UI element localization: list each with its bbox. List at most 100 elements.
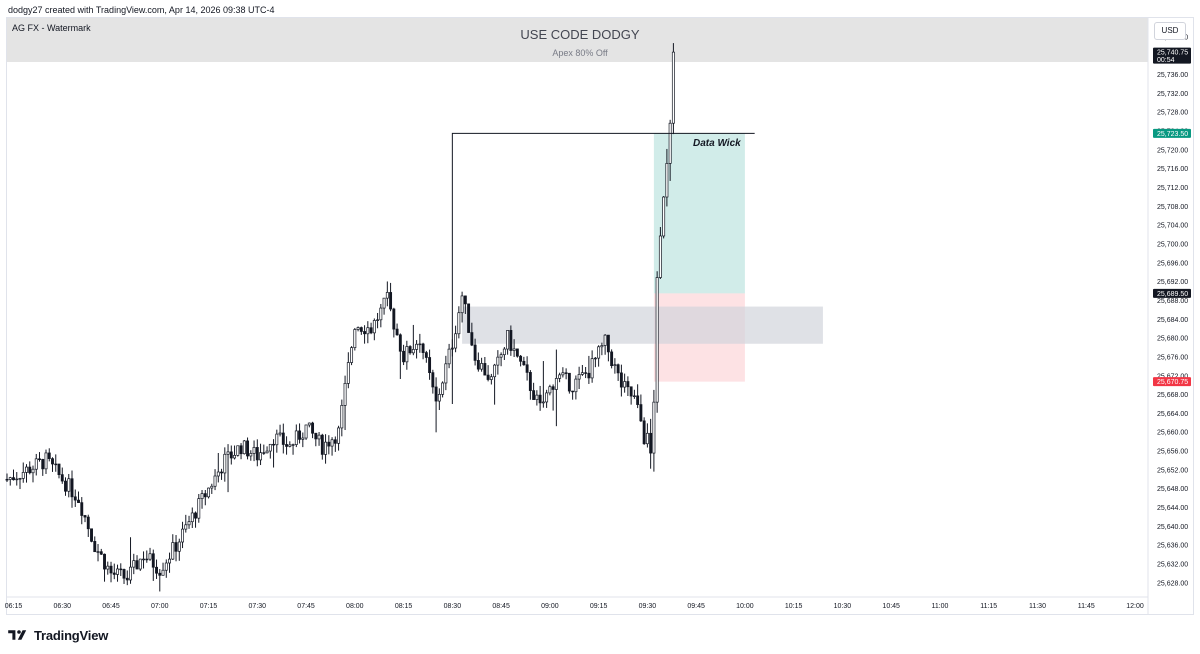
candle-body (288, 444, 292, 447)
time-tick-label: 11:00 (931, 603, 948, 610)
candle-body (499, 354, 503, 358)
candle-body (148, 553, 152, 560)
currency-button[interactable]: USD (1154, 22, 1186, 40)
candle-body (350, 347, 354, 363)
candle-body (216, 471, 220, 477)
candle-body (60, 474, 64, 482)
candle-body (603, 334, 607, 346)
candle-body (278, 432, 282, 435)
candle-body (327, 441, 331, 447)
candle-body (268, 443, 272, 452)
price-tick-label: 25,668.00 (1157, 392, 1188, 399)
price-tick-label: 25,656.00 (1157, 449, 1188, 456)
price-tick-label: 25,732.00 (1157, 91, 1188, 98)
candle-body (246, 440, 250, 457)
candle-body (80, 502, 84, 516)
candle-body (41, 458, 45, 470)
candle-body (346, 362, 350, 384)
price-tick-label: 25,672.00 (1157, 373, 1188, 380)
candle-body (330, 439, 334, 447)
price-tick-label: 25,684.00 (1157, 317, 1188, 324)
price-tag-box (1153, 128, 1191, 138)
candle-body (122, 569, 126, 579)
candle-body (8, 477, 12, 480)
time-tick-label: 09:15 (590, 603, 608, 610)
candle-body (571, 390, 575, 393)
time-tick-label: 06:30 (53, 603, 71, 610)
candle-body (444, 363, 448, 384)
time-tick-label: 09:30 (639, 603, 657, 610)
candle-body (294, 430, 298, 445)
candle-body (158, 572, 162, 576)
time-tick-label: 07:00 (151, 603, 169, 610)
data-wick-line[interactable] (451, 132, 755, 404)
candle-body (15, 478, 19, 481)
tradingview-logo-text: TradingView (34, 627, 109, 643)
candle-body (421, 343, 425, 353)
candle-body (480, 363, 484, 370)
candle-body (395, 328, 399, 336)
candle-body (275, 433, 279, 446)
candle-body (239, 445, 243, 455)
price-axis[interactable]: 25,744.0025,740.0025,736.0025,732.0025,7… (1157, 34, 1188, 587)
time-tick-label: 08:45 (492, 603, 510, 610)
time-tick-label: 06:15 (5, 603, 23, 610)
candle-body (483, 363, 487, 376)
candle-body (223, 453, 227, 474)
price-tick-label: 25,652.00 (1157, 467, 1188, 474)
candle-body (197, 498, 201, 519)
candle-body (376, 319, 380, 321)
price-tick-label: 25,644.00 (1157, 505, 1188, 512)
symbol-label[interactable]: AG FX - Watermark (12, 23, 91, 33)
candle-body (129, 566, 132, 581)
time-tick-label: 07:45 (297, 603, 315, 610)
candle-body (112, 572, 116, 575)
candle-body (337, 427, 341, 444)
candle-body (96, 551, 100, 553)
candle-body (415, 343, 419, 350)
candle-body (226, 451, 230, 455)
zones-layer[interactable] (462, 133, 823, 382)
data-wick-label[interactable]: Data Wick (693, 138, 741, 149)
candle-body (213, 475, 217, 487)
price-tick-label: 25,696.00 (1157, 260, 1188, 267)
candle-body (613, 364, 617, 367)
candle-body (600, 345, 604, 348)
price-tag-box (1153, 288, 1191, 298)
candle-body (509, 330, 513, 351)
candle-body (181, 528, 184, 543)
candle-body (187, 521, 191, 526)
candle-body (668, 122, 672, 164)
time-tick-label: 12:00 (1126, 603, 1144, 610)
price-tag-box (1153, 47, 1191, 64)
candle-body (652, 401, 656, 454)
candle-body (428, 357, 432, 373)
candle-body (252, 447, 256, 454)
candle-body (333, 439, 337, 444)
time-tick-label: 11:45 (1078, 603, 1095, 610)
gray-zone[interactable] (462, 306, 823, 344)
candle-body (298, 430, 302, 440)
candle-body (558, 374, 562, 379)
candle-body (161, 569, 165, 576)
tradingview-logo[interactable]: TradingView (8, 626, 108, 644)
time-axis[interactable]: 06:15 06:30 06:45 07:00 07:15 07:30 07:45 08:00… (5, 603, 1144, 610)
candle-body (285, 444, 289, 447)
annotation-layer[interactable] (451, 132, 755, 404)
candle-body (639, 404, 643, 422)
price-tag-value: 25,723.50 (1157, 131, 1188, 138)
candle-body (515, 348, 519, 357)
candle-body (369, 327, 373, 334)
candle-body (389, 292, 393, 310)
candle-body (486, 374, 490, 380)
candle-body (655, 277, 659, 403)
candle-body (34, 458, 38, 470)
profit-zone[interactable] (653, 133, 745, 294)
banner-subtitle: Apex 80% Off (552, 48, 608, 58)
chart-frame[interactable] (6, 17, 1194, 615)
candle-body (145, 558, 149, 561)
price-tick-label: 25,728.00 (1157, 110, 1188, 117)
candle-body (411, 349, 415, 354)
time-tick-label: 09:45 (687, 603, 705, 610)
